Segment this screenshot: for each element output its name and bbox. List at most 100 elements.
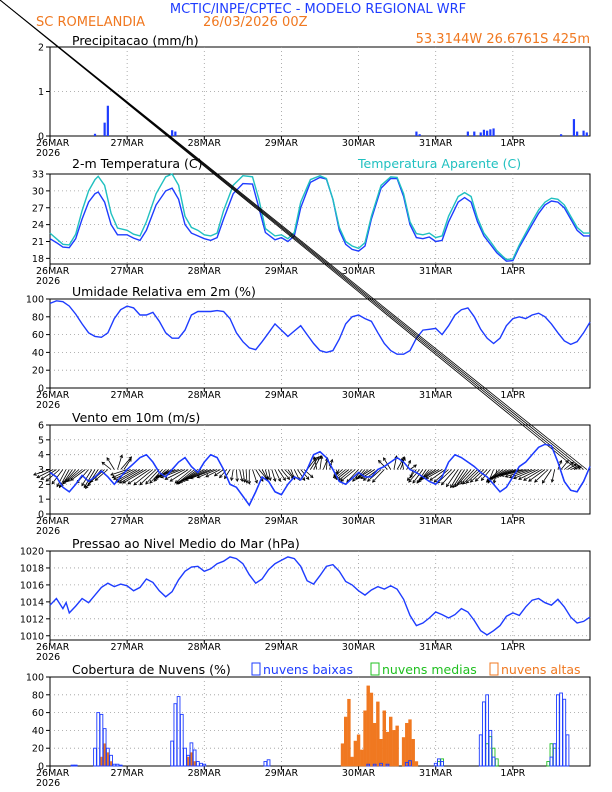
temp-legend-apparent: Temperatura Aparente (C) [357,156,521,171]
wind-vector-head [486,478,491,482]
wind-vector [81,469,93,486]
wind-vector [528,469,546,482]
wind-vector [51,469,64,485]
cloud-bar-high [356,734,361,767]
wind-vector-head [87,482,91,487]
cloud-legend-mid-swatch [370,662,380,676]
precip-bar [106,105,109,136]
clouds-ytick-label: 80 [32,690,44,701]
wind-vector-head [454,483,459,488]
precip-bar [466,131,469,136]
clouds-ytick-label: 20 [32,744,44,755]
wind-vector [313,456,318,470]
wind-vector-head [474,478,479,482]
cloud-legend-mid: nuvens medias [382,662,477,677]
wind-vector-head [184,477,189,481]
cloud-legend-high-swatch [489,662,499,676]
temp-xtick-label: 29MAR [265,266,299,277]
wind-vector [437,469,453,484]
wind-vector [303,469,314,478]
wind-vector [523,469,542,481]
wind-vector [67,469,83,482]
wind-vector [475,469,488,482]
humidity-xtick-label: 1APR [500,390,525,401]
wind-vector [169,469,189,482]
cloud-bar-low [549,756,554,767]
cloud-legend-high: nuvens altas [501,662,581,677]
wind-vector [378,460,388,470]
wind-vector-head [177,480,182,484]
wind-vector-head [219,474,223,479]
precip-ytick-label: 2 [38,43,44,54]
cloud-bar-low [559,692,563,767]
humidity-xtick-label: 26MAR [36,390,70,401]
wind-vector [0,0,588,470]
cloud-bar-low [173,703,178,767]
temp-ytick-label: 21 [32,237,44,248]
wind-vector [36,469,54,478]
clouds-xtick-label: 28MAR [188,768,222,779]
cloud-bar-low [485,694,489,767]
wind-vector-head [153,478,158,482]
wind-vector-head [497,473,502,477]
wind-vector-head [492,475,497,479]
wind-vector-head [245,480,249,484]
wind-vector-head [408,479,412,483]
clouds-ytick-label: 40 [32,726,44,737]
wind-vector [197,469,218,478]
temp-ytick-label: 18 [32,254,44,265]
wind-vector [252,469,258,484]
wind-vector-head [523,477,527,481]
temp-xtick-label: 27MAR [110,266,144,277]
wind-year-label: 2026 [36,526,60,537]
wind-vector [83,469,96,488]
wind-vector-head [67,478,71,482]
wind-vector [336,469,350,480]
pressure-year-label: 2026 [36,652,60,663]
wind-vector-head [277,478,281,482]
cloud-bar-low [199,762,203,767]
wind-vector [518,469,539,480]
wind-vector-head [312,456,317,460]
wind-vector [117,454,123,470]
pressure-xtick-label: 26MAR [36,642,70,653]
precip-bar [492,128,495,136]
humidity-title: Umidade Relativa em 2m (%) [72,284,256,299]
wind-vector [422,469,440,479]
wind-vector-head [113,476,117,480]
pressure-ytick-label: 1016 [20,580,44,591]
precip-bar [482,129,486,136]
cloud-bar-low [488,729,493,767]
precip-xtick-label: 29MAR [265,138,299,149]
cloud-legend-low: nuvens baixas [263,662,353,677]
wind-vector [271,469,276,482]
cloud-bar-low [385,763,390,767]
wind-vector-head [94,477,99,481]
precip-bar [93,133,97,136]
precip-bar [418,134,421,136]
cloud-legend-low-swatch [251,662,261,676]
wind-vector-head [480,477,485,481]
wind-vector-head [235,478,239,483]
wind-vector-head [541,479,546,484]
wind-vector-head [412,479,416,484]
wind-vector-head [196,475,201,479]
precip-bar [572,119,576,136]
cloud-bar-high [401,737,406,767]
wind-vector [274,469,281,482]
pressure-xtick-label: 31MAR [419,642,453,653]
wind-vector-head [495,474,499,478]
cloud-bar-high [340,743,345,767]
wind-vector-head [133,481,137,486]
precip-xtick-label: 1APR [500,138,525,149]
wind-vector-head [106,457,110,461]
cloud-bar-high [389,716,393,767]
cloud-bar-low [366,763,371,767]
cloud-bar-low [118,764,123,767]
wind-vector-head [319,455,324,459]
wind-vector-head [440,481,445,486]
humidity-ytick-label: 80 [32,312,44,323]
wind-vector [383,457,392,470]
cloud-bar-low [93,747,97,767]
wind-vector [542,469,552,484]
